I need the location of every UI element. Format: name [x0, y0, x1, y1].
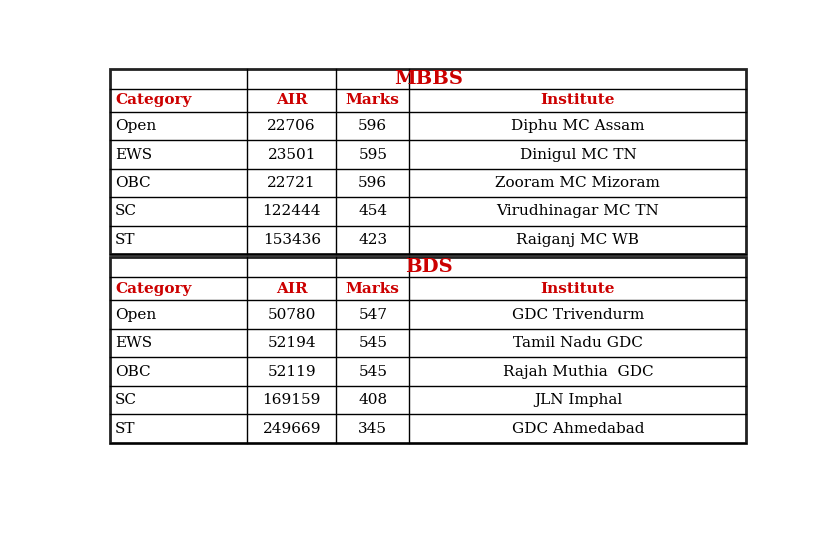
Text: 50780: 50780 [268, 308, 316, 322]
Text: ST: ST [115, 422, 135, 436]
Text: 122444: 122444 [263, 205, 321, 219]
Text: Category: Category [115, 93, 191, 107]
Text: 596: 596 [359, 176, 387, 190]
Text: Raiganj MC WB: Raiganj MC WB [517, 233, 640, 247]
Text: Open: Open [115, 119, 156, 133]
Text: SC: SC [115, 205, 137, 219]
Text: 545: 545 [359, 364, 387, 379]
Text: 423: 423 [359, 233, 387, 247]
Text: 596: 596 [359, 119, 387, 133]
Text: Zooram MC Mizoram: Zooram MC Mizoram [496, 176, 660, 190]
Text: 22721: 22721 [268, 176, 316, 190]
Text: 545: 545 [359, 336, 387, 350]
Text: 153436: 153436 [263, 233, 321, 247]
Text: OBC: OBC [115, 176, 150, 190]
Text: 595: 595 [359, 147, 387, 161]
Text: BDS: BDS [405, 258, 452, 276]
Text: Institute: Institute [541, 93, 615, 107]
Text: Institute: Institute [541, 282, 615, 296]
Text: MBBS: MBBS [394, 70, 463, 87]
Text: GDC Trivendurm: GDC Trivendurm [512, 308, 644, 322]
Text: 249669: 249669 [263, 422, 321, 436]
Text: EWS: EWS [115, 147, 152, 161]
Text: SC: SC [115, 393, 137, 407]
Text: OBC: OBC [115, 364, 150, 379]
Text: 23501: 23501 [268, 147, 316, 161]
Text: JLN Imphal: JLN Imphal [534, 393, 622, 407]
Text: AIR: AIR [276, 282, 308, 296]
Text: Marks: Marks [346, 93, 400, 107]
Text: ST: ST [115, 233, 135, 247]
Text: Category: Category [115, 282, 191, 296]
Text: Open: Open [115, 308, 156, 322]
Bar [110, 257, 747, 443]
Text: 52119: 52119 [268, 364, 316, 379]
Text: AIR: AIR [276, 93, 308, 107]
Text: 52194: 52194 [268, 336, 316, 350]
Text: Diphu MC Assam: Diphu MC Assam [511, 119, 645, 133]
Text: Marks: Marks [346, 282, 400, 296]
Text: EWS: EWS [115, 336, 152, 350]
Text: Tamil Nadu GDC: Tamil Nadu GDC [513, 336, 643, 350]
Text: Dinigul MC TN: Dinigul MC TN [519, 147, 636, 161]
Text: Virudhinagar MC TN: Virudhinagar MC TN [497, 205, 660, 219]
Text: GDC Ahmedabad: GDC Ahmedabad [512, 422, 645, 436]
Text: 345: 345 [359, 422, 387, 436]
Text: 547: 547 [359, 308, 387, 322]
Text: 408: 408 [359, 393, 387, 407]
Text: 454: 454 [359, 205, 387, 219]
Text: 169159: 169159 [263, 393, 321, 407]
Bar [110, 69, 747, 254]
Text: 22706: 22706 [268, 119, 316, 133]
Text: Rajah Muthia  GDC: Rajah Muthia GDC [502, 364, 653, 379]
